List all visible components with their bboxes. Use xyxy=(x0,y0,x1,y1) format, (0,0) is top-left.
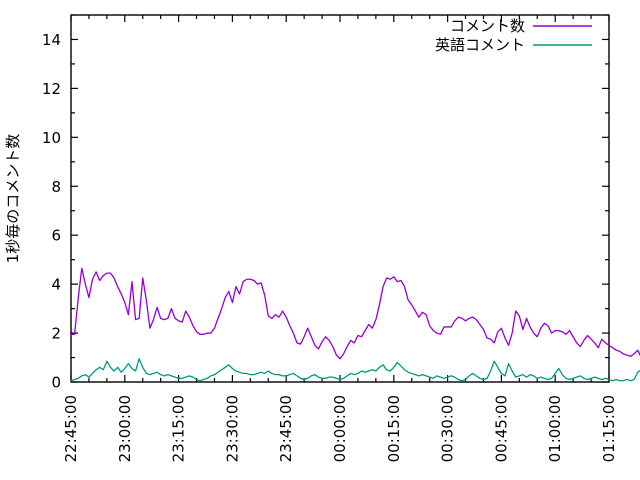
series-line-2 xyxy=(70,358,640,382)
y-tick-label: 6 xyxy=(51,227,61,245)
y-tick-label: 2 xyxy=(51,325,61,343)
y-axis-title: 1秒毎のコメント数 xyxy=(4,134,22,264)
y-tick-label: 12 xyxy=(42,80,61,98)
x-tick-label: 00:30:00 xyxy=(439,395,457,462)
y-tick-label: 8 xyxy=(51,178,61,196)
x-tick-label: 23:45:00 xyxy=(277,395,295,462)
y-tick-label: 10 xyxy=(42,129,61,147)
x-tick-label: 00:15:00 xyxy=(385,395,403,462)
plot-border xyxy=(70,14,610,383)
x-tick-label: 00:45:00 xyxy=(492,395,510,462)
x-axis-ticks: 22:45:00 23:00:00 23:15:00 23:30:00 23:45:00… xyxy=(62,15,618,462)
y-tick-label: 4 xyxy=(51,276,61,294)
x-tick-label: 23:00:00 xyxy=(116,395,134,462)
legend-label-2: 英語コメント xyxy=(435,36,525,54)
y-axis-ticks: 0 2 4 6 8 10 12 14 xyxy=(42,14,609,392)
x-tick-label: 23:15:00 xyxy=(170,395,188,462)
plot-frame xyxy=(70,14,610,383)
series-line-1 xyxy=(70,267,640,360)
legend-label-1: コメント数 xyxy=(450,17,525,35)
y-tick-label: 14 xyxy=(42,31,61,49)
y-axis-title-text: 1秒毎のコメント数 xyxy=(4,134,22,264)
x-tick-label: 22:45:00 xyxy=(62,395,80,462)
x-tick-label: 00:00:00 xyxy=(331,395,349,462)
y-tick-label: 0 xyxy=(51,374,61,392)
x-tick-label: 23:30:00 xyxy=(223,395,241,462)
x-tick-label: 01:15:00 xyxy=(600,395,618,462)
x-tick-label: 01:00:00 xyxy=(546,395,564,462)
data-series xyxy=(70,267,640,382)
